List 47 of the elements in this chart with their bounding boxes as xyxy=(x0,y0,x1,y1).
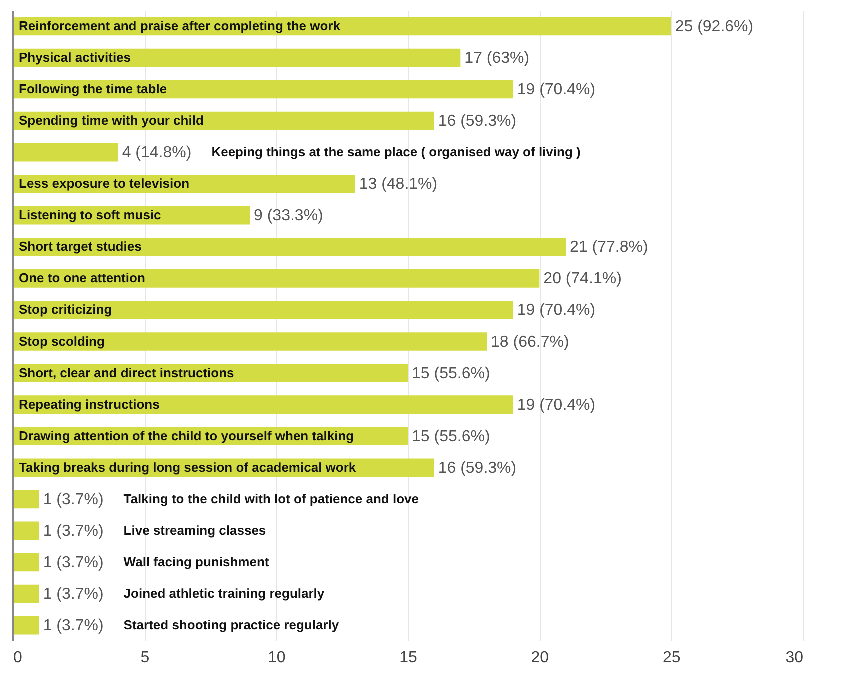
y-tick-label: One to one attention xyxy=(19,270,146,286)
data-label: 9 (33.3%) xyxy=(254,208,324,225)
x-tick-label: 15 xyxy=(400,650,418,666)
y-tick-label: Short, clear and direct instructions xyxy=(19,365,234,380)
data-label: 21 (77.8%) xyxy=(570,239,648,256)
y-tick-label: Repeating instructions xyxy=(19,396,160,412)
data-label: 4 (14.8%) xyxy=(122,144,192,162)
y-tick-label: Following the time table xyxy=(19,82,168,97)
x-tick-label: 20 xyxy=(531,650,550,666)
y-tick-label: Keeping things at the same place ( organised way of living ) xyxy=(212,144,581,160)
data-label: 13 (48.1%) xyxy=(359,176,438,194)
data-label: 1 (3.7%) xyxy=(43,491,104,508)
y-tick-label: Drawing attention of the child to yourself when talking xyxy=(19,428,354,444)
data-label: 1 (3.7%) xyxy=(43,618,104,635)
y-tick-label: Listening to soft music xyxy=(19,208,162,223)
data-label: 1 (3.7%) xyxy=(43,522,104,540)
data-label: 19 (70.4%) xyxy=(517,302,596,320)
data-label: 16 (59.3%) xyxy=(438,460,517,477)
y-tick-label: Wall facing punishment xyxy=(124,554,270,570)
y-tick-label: Live streaming classes xyxy=(124,522,266,538)
data-label: 18 (66.7%) xyxy=(491,334,570,351)
y-tick-label: Reinforcement and praise after completing the work xyxy=(19,18,342,34)
x-tick-label: 0 xyxy=(14,650,22,666)
data-label: 1 (3.7%) xyxy=(43,586,104,604)
data-label: 15 (55.6%) xyxy=(412,428,490,446)
data-label: 25 (92.6%) xyxy=(675,18,754,36)
data-label: 19 (70.4%) xyxy=(517,396,596,414)
data-label: 20 (74.1%) xyxy=(544,270,622,288)
y-tick-label: Short target studies xyxy=(19,239,142,254)
data-label: 15 (55.6%) xyxy=(412,365,490,382)
data-label: 17 (63%) xyxy=(464,50,530,67)
y-tick-label: Less exposure to television xyxy=(19,176,190,192)
x-tick-label: 10 xyxy=(268,650,286,666)
y-tick-label: Taking breaks during long session of academical work xyxy=(19,460,357,475)
data-label: 19 (70.4%) xyxy=(517,82,596,99)
y-tick-label: Stop scolding xyxy=(19,334,105,349)
data-label: 16 (59.3%) xyxy=(438,113,517,130)
x-tick-label: 5 xyxy=(140,650,150,666)
y-tick-label: Physical activities xyxy=(19,50,132,65)
y-tick-label: Stop criticizing xyxy=(19,302,112,318)
y-tick-label: Started shooting practice regularly xyxy=(124,618,340,633)
y-tick-label: Talking to the child with lot of patience and love xyxy=(124,491,419,506)
x-tick-label: 30 xyxy=(786,650,804,666)
y-tick-label: Joined athletic training regularly xyxy=(124,586,326,602)
data-label: 1 (3.7%) xyxy=(43,554,104,572)
x-tick-label: 25 xyxy=(662,650,681,666)
y-tick-label: Spending time with your child xyxy=(19,113,204,128)
